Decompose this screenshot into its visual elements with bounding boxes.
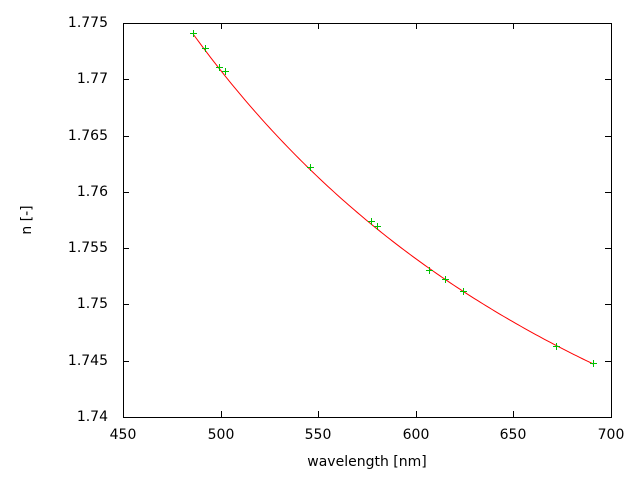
data-point-marker	[307, 164, 314, 171]
y-axis-title: n [-]	[19, 205, 35, 235]
data-point-marker	[216, 64, 223, 71]
data-point-marker	[368, 218, 375, 225]
y-tick-label: 1.775	[67, 15, 108, 31]
y-tick-label: 1.75	[76, 296, 108, 312]
y-tick-label: 1.77	[76, 71, 108, 87]
y-tick-label: 1.755	[67, 240, 108, 256]
data-point-marker	[374, 223, 381, 230]
y-tick-label: 1.745	[67, 353, 108, 369]
data-point-marker	[426, 267, 433, 274]
data-point-marker	[222, 68, 229, 75]
plot-frame	[123, 23, 612, 418]
y-tick-label: 1.76	[76, 184, 108, 200]
data-points	[190, 30, 597, 367]
y-tick-label: 1.765	[67, 128, 108, 144]
x-tick-label: 500	[207, 427, 235, 443]
data-point-marker	[202, 45, 209, 52]
data-point-marker	[442, 276, 449, 283]
data-point-marker	[460, 288, 467, 295]
data-point-marker	[590, 360, 597, 367]
plot-border	[123, 23, 612, 418]
fit-curve-line	[192, 33, 594, 365]
axis-ticks	[123, 23, 612, 418]
x-axis-title: wavelength [nm]	[307, 454, 427, 470]
x-tick-label: 650	[499, 427, 527, 443]
x-tick-label: 700	[597, 427, 625, 443]
data-point-marker	[553, 343, 560, 350]
x-tick-label: 450	[109, 427, 137, 443]
x-tick-label: 550	[304, 427, 332, 443]
x-tick-label: 600	[402, 427, 430, 443]
data-point-marker	[190, 30, 197, 37]
fit-curve	[192, 33, 594, 365]
y-tick-label: 1.74	[76, 409, 108, 425]
